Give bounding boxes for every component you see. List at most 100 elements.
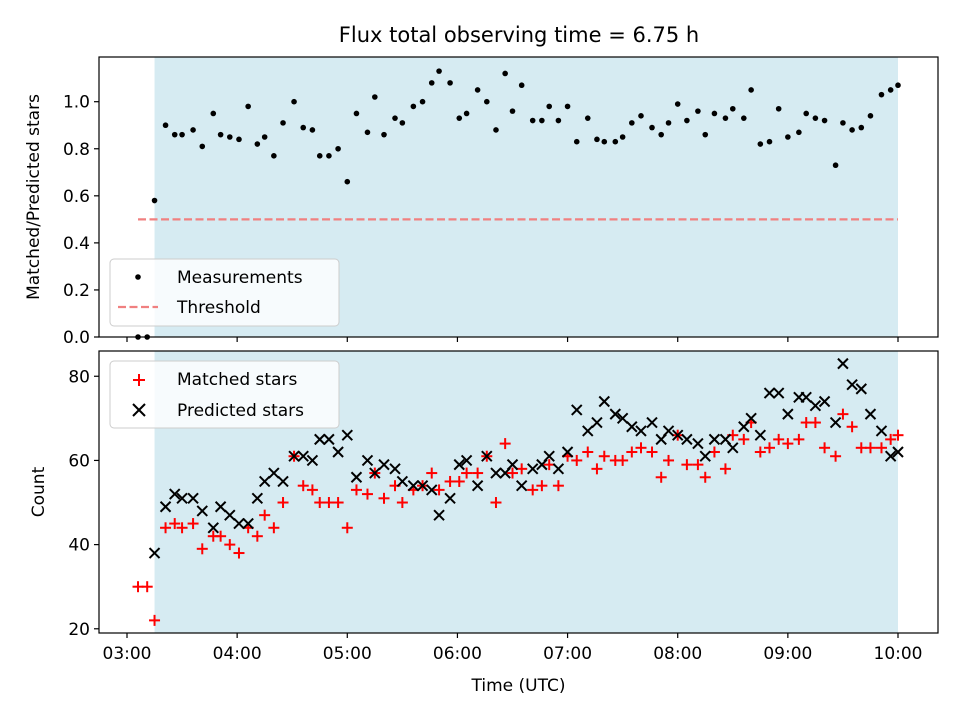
predicted-star-point bbox=[763, 387, 776, 399]
predicted-star-point bbox=[187, 492, 199, 505]
measurement-point bbox=[364, 129, 371, 136]
measurement-point bbox=[895, 82, 901, 89]
measurement-point bbox=[748, 87, 754, 93]
measurement-point bbox=[254, 141, 261, 147]
x-tick-label: 07:00 bbox=[543, 644, 592, 664]
measurement-point bbox=[190, 127, 196, 133]
matched-star-point bbox=[141, 581, 153, 593]
measurement-point bbox=[612, 138, 619, 145]
matched-star-point bbox=[361, 488, 373, 500]
measurement-point bbox=[484, 98, 490, 105]
matched-star-point bbox=[875, 442, 887, 454]
predicted-star-point bbox=[515, 479, 528, 492]
measurement-point bbox=[353, 110, 360, 117]
predicted-star-point bbox=[699, 450, 711, 462]
predicted-star-point bbox=[426, 484, 438, 496]
predicted-star-point bbox=[598, 395, 610, 408]
measurement-point bbox=[601, 138, 608, 145]
measurement-point bbox=[151, 197, 158, 204]
measurement-point bbox=[812, 115, 819, 121]
predicted-star-point bbox=[800, 391, 812, 404]
predicted-star-point bbox=[361, 454, 374, 467]
matched-star-point bbox=[332, 497, 344, 509]
top-x-ticks bbox=[126, 337, 899, 342]
matched-star-point bbox=[793, 433, 805, 445]
predicted-star-point bbox=[176, 492, 188, 505]
measurement-point bbox=[649, 124, 655, 131]
matched-star-point bbox=[132, 581, 144, 593]
y-tick-label: 1.0 bbox=[63, 93, 90, 113]
bottom-y-ticks: 20 40 60 80 bbox=[68, 367, 99, 640]
matched-star-point bbox=[663, 454, 675, 466]
predicted-star-point bbox=[297, 450, 309, 462]
matched-star-point bbox=[215, 530, 227, 542]
predicted-star-point bbox=[672, 429, 684, 441]
measurement-point bbox=[210, 110, 217, 117]
predicted-star-point bbox=[855, 383, 867, 395]
y-tick-label: 80 bbox=[68, 367, 90, 387]
y-tick-label: 60 bbox=[68, 451, 90, 471]
matched-star-point bbox=[149, 614, 161, 626]
matched-star-point bbox=[341, 522, 353, 534]
matched-star-point bbox=[160, 522, 172, 534]
matched-star-point bbox=[433, 484, 445, 496]
predicted-star-point bbox=[506, 458, 519, 471]
y-tick-label: 0.8 bbox=[63, 140, 90, 160]
measurement-point bbox=[179, 131, 185, 138]
matched-star-point bbox=[314, 497, 326, 509]
predicted-star-point bbox=[288, 450, 300, 462]
matched-star-point bbox=[196, 543, 208, 555]
measurement-point bbox=[217, 131, 224, 138]
matched-star-point bbox=[350, 484, 362, 496]
matched-star-point bbox=[499, 438, 511, 450]
measurement-point bbox=[428, 80, 435, 86]
matched-star-point bbox=[782, 438, 794, 450]
measurement-point bbox=[335, 145, 341, 152]
predicted-star-point bbox=[471, 479, 484, 492]
matched-stars-points bbox=[132, 408, 904, 626]
matched-star-point bbox=[323, 497, 335, 509]
predicted-star-point bbox=[837, 357, 849, 370]
matched-star-point bbox=[277, 497, 289, 509]
measurement-point bbox=[638, 113, 644, 119]
measurement-points bbox=[135, 68, 901, 340]
legend-marker-predicted bbox=[132, 403, 146, 417]
predicted-star-point bbox=[159, 501, 172, 513]
x-tick-label: 08:00 bbox=[653, 644, 702, 664]
predicted-star-point bbox=[314, 433, 326, 446]
measurement-point bbox=[702, 131, 709, 138]
predicted-star-point bbox=[754, 429, 767, 441]
predicted-star-point bbox=[681, 433, 693, 446]
matched-star-point bbox=[617, 454, 629, 466]
matched-star-point bbox=[809, 417, 821, 429]
predicted-star-point bbox=[258, 475, 271, 488]
legend-label-threshold: Threshold bbox=[176, 298, 261, 318]
legend-marker-matched bbox=[133, 374, 145, 386]
predicted-star-point bbox=[692, 437, 704, 450]
legend-label-predicted: Predicted stars bbox=[177, 401, 304, 421]
measurement-point bbox=[474, 87, 481, 93]
matched-star-point bbox=[582, 446, 594, 458]
matched-star-point bbox=[699, 471, 711, 483]
measurement-point bbox=[392, 115, 398, 121]
predicted-star-point bbox=[782, 408, 794, 420]
matched-star-point bbox=[490, 497, 502, 509]
measurement-point bbox=[171, 131, 178, 138]
matched-star-point bbox=[655, 471, 667, 483]
legend-label-measurements: Measurements bbox=[177, 268, 303, 288]
predicted-star-point bbox=[591, 416, 603, 429]
measurement-point bbox=[227, 134, 233, 140]
x-tick-label: 05:00 bbox=[323, 644, 372, 664]
predicted-star-point bbox=[582, 425, 594, 437]
measurement-point bbox=[463, 110, 470, 117]
matched-star-point bbox=[681, 459, 693, 471]
matched-star-point bbox=[187, 518, 199, 530]
matched-star-point bbox=[830, 450, 842, 462]
matched-star-point bbox=[268, 522, 280, 534]
predicted-star-point bbox=[460, 454, 473, 467]
matched-star-point bbox=[224, 539, 236, 551]
matched-star-point bbox=[846, 421, 858, 433]
matched-star-point bbox=[692, 459, 704, 471]
predicted-star-point bbox=[561, 446, 574, 458]
measurement-point bbox=[493, 127, 499, 133]
